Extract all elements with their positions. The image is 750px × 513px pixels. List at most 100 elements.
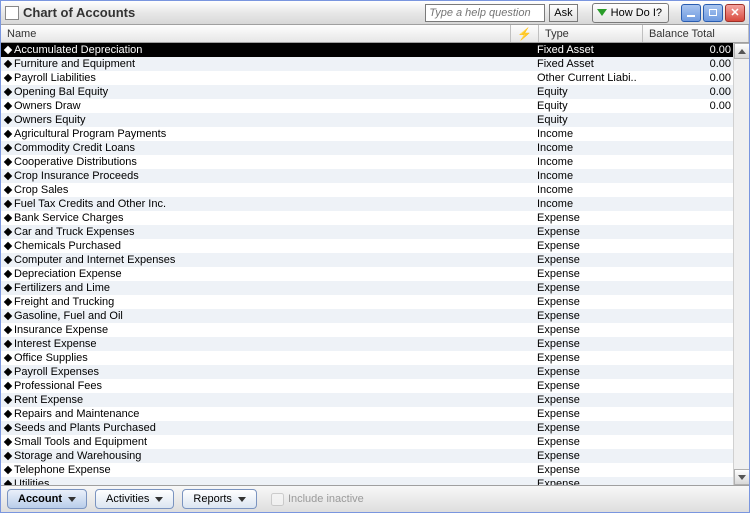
table-row[interactable]: Interest Expense Expense (1, 337, 749, 351)
table-row[interactable]: Accumulated DepreciationFixed Asset0.00 (1, 43, 749, 57)
account-name: Utilities (14, 478, 49, 485)
diamond-icon (4, 270, 12, 278)
maximize-button[interactable] (703, 4, 723, 22)
diamond-icon (4, 88, 12, 96)
include-inactive-label: Include inactive (288, 493, 364, 505)
table-row[interactable]: Crop Sales Income (1, 183, 749, 197)
diamond-icon (4, 172, 12, 180)
scrollbar[interactable] (733, 43, 749, 485)
account-type: Expense (533, 478, 637, 485)
diamond-icon (4, 186, 12, 194)
how-do-i-button[interactable]: How Do I? (592, 3, 669, 23)
account-name: Crop Sales (14, 184, 68, 196)
account-name: Owners Equity (14, 114, 86, 126)
account-menu-label: Account (18, 493, 62, 505)
table-row[interactable]: Payroll ExpensesExpense (1, 365, 749, 379)
include-inactive-checkbox[interactable]: Include inactive (271, 493, 364, 506)
table-row[interactable]: Telephone ExpenseExpense (1, 463, 749, 477)
table-row[interactable]: Seeds and Plants PurchasedExpense (1, 421, 749, 435)
account-menu-button[interactable]: Account (7, 489, 87, 509)
table-row[interactable]: Utilities Expense (1, 477, 749, 485)
table-row[interactable]: Cooperative DistributionsIncome (1, 155, 749, 169)
diamond-icon (4, 438, 12, 446)
diamond-icon (4, 46, 12, 54)
account-name: Chemicals Purchased (14, 240, 121, 252)
column-header-type[interactable]: Type (539, 25, 643, 42)
table-row[interactable]: Fertilizers and LimeExpense (1, 281, 749, 295)
account-type: Expense (533, 296, 637, 308)
diamond-icon (4, 382, 12, 390)
diamond-icon (4, 340, 12, 348)
diamond-icon (4, 60, 12, 68)
table-row[interactable]: Furniture and EquipmentFixed Asset0.00 (1, 57, 749, 71)
table-row[interactable]: Insurance ExpenseExpense (1, 323, 749, 337)
account-type: Expense (533, 212, 637, 224)
account-name: Crop Insurance Proceeds (14, 170, 139, 182)
table-row[interactable]: Commodity Credit LoansIncome (1, 141, 749, 155)
table-row[interactable]: Computer and Internet ExpensesExpense (1, 253, 749, 267)
table-row[interactable]: Storage and WarehousingExpense (1, 449, 749, 463)
account-name: Office Supplies (14, 352, 88, 364)
account-type: Expense (533, 338, 637, 350)
diamond-icon (4, 256, 12, 264)
account-name: Gasoline, Fuel and Oil (14, 310, 123, 322)
window-title: Chart of Accounts (23, 5, 135, 20)
table-row[interactable]: Agricultural Program PaymentsIncome (1, 127, 749, 141)
account-type: Expense (533, 352, 637, 364)
table-row[interactable]: Gasoline, Fuel and OilExpense (1, 309, 749, 323)
account-name: Repairs and Maintenance (14, 408, 139, 420)
account-type: Income (533, 184, 637, 196)
table-row[interactable]: Repairs and MaintenanceExpense (1, 407, 749, 421)
account-type: Equity (533, 114, 637, 126)
account-name: Seeds and Plants Purchased (14, 422, 156, 434)
account-name: Rent Expense (14, 394, 83, 406)
table-row[interactable]: Crop Insurance ProceedsIncome (1, 169, 749, 183)
scroll-down-button[interactable] (734, 469, 749, 485)
account-type: Expense (533, 268, 637, 280)
account-name: Agricultural Program Payments (14, 128, 166, 140)
scroll-up-button[interactable] (734, 43, 749, 59)
column-header-lightning[interactable]: ⚡ (511, 25, 539, 42)
account-type: Expense (533, 324, 637, 336)
column-header-name[interactable]: Name (1, 25, 511, 42)
diamond-icon (4, 466, 12, 474)
account-name: Payroll Expenses (14, 366, 99, 378)
table-row[interactable]: Office Supplies Expense (1, 351, 749, 365)
table-row[interactable]: Owners Equity Equity (1, 113, 749, 127)
table-row[interactable]: Payroll LiabilitiesOther Current Liabi..… (1, 71, 749, 85)
ask-button[interactable]: Ask (549, 4, 577, 22)
table-row[interactable]: Depreciation ExpenseExpense (1, 267, 749, 281)
account-name: Accumulated Depreciation (14, 44, 142, 56)
table-row[interactable]: Small Tools and EquipmentExpense (1, 435, 749, 449)
column-header-balance[interactable]: Balance Total (643, 25, 749, 42)
diamond-icon (4, 452, 12, 460)
dropdown-icon (597, 9, 607, 16)
table-row[interactable]: Professional FeesExpense (1, 379, 749, 393)
table-row[interactable]: Fuel Tax Credits and Other Inc.Income (1, 197, 749, 211)
chevron-down-icon (68, 497, 76, 502)
diamond-icon (4, 410, 12, 418)
include-inactive-input[interactable] (271, 493, 284, 506)
account-name: Payroll Liabilities (14, 72, 96, 84)
table-row[interactable]: Bank Service ChargesExpense (1, 211, 749, 225)
close-button[interactable]: ✕ (725, 4, 745, 22)
account-name: Cooperative Distributions (14, 156, 137, 168)
help-search-input[interactable] (425, 4, 545, 22)
account-type: Expense (533, 380, 637, 392)
table-row[interactable]: Chemicals PurchasedExpense (1, 239, 749, 253)
reports-menu-button[interactable]: Reports (182, 489, 257, 509)
account-name: Interest Expense (14, 338, 97, 350)
window-controls: ✕ (681, 4, 745, 22)
table-row[interactable]: Rent ExpenseExpense (1, 393, 749, 407)
diamond-icon (4, 480, 12, 485)
diamond-icon (4, 326, 12, 334)
table-row[interactable]: Freight and TruckingExpense (1, 295, 749, 309)
table-row[interactable]: Opening Bal EquityEquity0.00 (1, 85, 749, 99)
window-icon (5, 6, 19, 20)
table-row[interactable]: Car and Truck ExpensesExpense (1, 225, 749, 239)
activities-menu-button[interactable]: Activities (95, 489, 174, 509)
minimize-button[interactable] (681, 4, 701, 22)
diamond-icon (4, 298, 12, 306)
chevron-down-icon (155, 497, 163, 502)
table-row[interactable]: Owners DrawEquity0.00 (1, 99, 749, 113)
